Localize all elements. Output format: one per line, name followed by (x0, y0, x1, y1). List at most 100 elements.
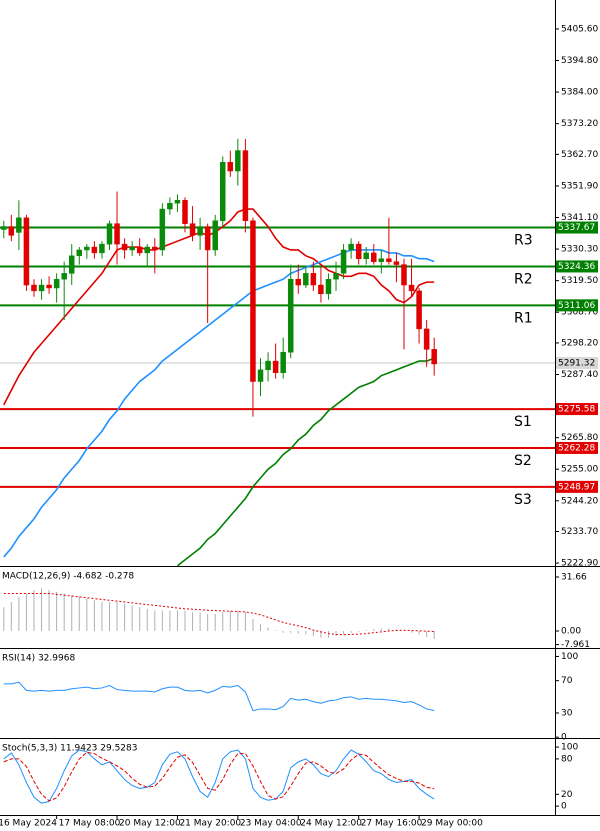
candle-body (431, 349, 437, 365)
price-tag-label: 5248.97 (558, 482, 595, 492)
y-tick-label: 30 (561, 708, 573, 718)
candle-body (272, 360, 279, 374)
indicator-line (3, 208, 435, 406)
y-tick-label: 5233.70 (561, 527, 598, 537)
y-tick-label: 0 (561, 802, 567, 812)
candle-body (423, 328, 430, 350)
candle-body (46, 284, 52, 289)
y-tick-label: 5384.00 (561, 88, 598, 98)
x-tick-label: 27 May 16:00 (361, 819, 423, 829)
candle-body (355, 243, 362, 259)
y-tick-label: 0 (561, 733, 567, 743)
candle-body (174, 200, 181, 204)
level-name: S2 (514, 453, 532, 469)
y-tick-label: 5222.90 (561, 559, 598, 569)
y-tick-label: 5341.10 (561, 213, 598, 223)
price-tag-label: 5324.36 (558, 262, 595, 272)
price-tag-label: 5311.06 (558, 301, 595, 311)
candle-body (333, 273, 339, 280)
candle-body (68, 255, 75, 274)
candle-body (393, 261, 400, 265)
x-tick-label: 23 May 04:00 (240, 819, 302, 829)
candle-body (227, 162, 234, 172)
candle-body (212, 220, 218, 251)
level-name: S1 (514, 414, 532, 430)
y-tick-label: 80 (561, 754, 573, 764)
candle-body (38, 284, 45, 292)
y-tick-label: 20 (561, 790, 573, 800)
y-tick-label: 5405.60 (561, 24, 598, 34)
candle-body (340, 249, 347, 274)
indicator-line (3, 249, 435, 558)
candle-body (416, 290, 422, 330)
candle-body (8, 226, 15, 236)
candle-body (235, 150, 241, 172)
candle-body (106, 223, 113, 245)
x-tick-label: 17 May 08:00 (59, 819, 121, 829)
y-tick-label: 0.00 (561, 626, 581, 636)
level-name: R2 (514, 271, 533, 287)
candle-body (136, 246, 143, 254)
y-tick-label: 5362.70 (561, 150, 598, 160)
candle-body (220, 162, 226, 221)
y-tick-label: 70 (561, 676, 573, 686)
candle-body (204, 226, 211, 251)
x-tick-label: 20 May 12:00 (119, 819, 181, 829)
y-tick-label: 5244.20 (561, 496, 598, 506)
price-tag (556, 441, 598, 454)
y-tick-label: 100 (561, 743, 578, 753)
candle-body (144, 246, 150, 254)
candle-body (129, 246, 135, 251)
price-tag-label: 5275.58 (558, 405, 595, 415)
candle-body (303, 273, 309, 286)
candle-body (242, 150, 249, 221)
price-tag (556, 357, 598, 370)
candle-body (53, 278, 60, 289)
y-tick-label: 5394.80 (561, 56, 598, 66)
price-tag (556, 403, 598, 416)
indicator-line (3, 751, 435, 802)
candle-body (189, 223, 196, 236)
indicator-title: Stoch(5,3,3) 11.9423 29.5283 (2, 744, 137, 754)
candle-body (318, 284, 324, 295)
y-tick-label: 5308.70 (561, 308, 598, 318)
price-tag (556, 260, 598, 273)
y-tick-label: 5351.90 (561, 181, 598, 191)
candle-body (386, 258, 392, 262)
candle-body (378, 258, 385, 262)
y-tick-label: 5298.20 (561, 338, 598, 348)
price-tag-label: 5262.28 (558, 443, 595, 453)
y-tick-label: 5255.00 (561, 465, 598, 475)
price-tag (556, 221, 598, 234)
candle-body (182, 200, 188, 224)
indicator-title: MACD(12,26,9) -4.682 -0.278 (2, 572, 134, 582)
price-tag (556, 480, 598, 493)
indicator-line (176, 357, 435, 567)
candle-body (287, 278, 294, 353)
indicator-line (3, 592, 435, 636)
candle-body (310, 273, 317, 286)
candle-body (16, 217, 22, 233)
y-tick-label: 5330.30 (561, 245, 598, 255)
y-tick-label: -7.961 (561, 640, 590, 650)
x-tick-label: 16 May 2024 (0, 819, 57, 829)
y-tick-label: 5265.80 (561, 433, 598, 443)
candle-body (295, 278, 302, 286)
candle-body (31, 284, 37, 292)
candle-body (371, 252, 377, 262)
candle-body (23, 217, 30, 286)
price-tag-label: 5291.32 (558, 359, 595, 369)
candle-body (61, 273, 67, 280)
level-name: R3 (514, 233, 533, 249)
candle-body (167, 202, 173, 210)
level-name: S3 (514, 492, 532, 508)
price-tag-label: 5337.67 (558, 223, 595, 233)
candle-body (197, 226, 203, 236)
x-tick-label: 21 May 20:00 (179, 819, 241, 829)
candle-body (152, 246, 158, 251)
candle-body (348, 243, 354, 251)
x-tick-label: 24 May 12:00 (300, 819, 362, 829)
indicator-line (3, 681, 435, 712)
candle-body (280, 352, 286, 374)
